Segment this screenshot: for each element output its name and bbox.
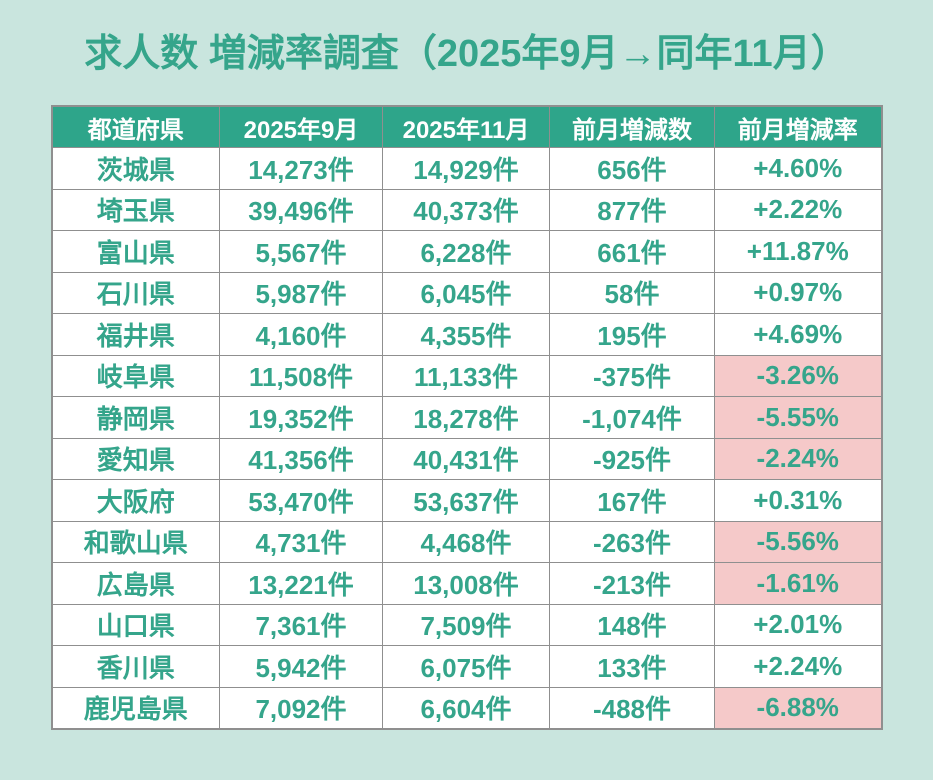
table-row: 広島県 13,221件 13,008件 -213件 -1.61% <box>51 562 882 605</box>
cell-rate: -1.61% <box>714 562 882 605</box>
cell-diff: 167件 <box>549 479 715 522</box>
column-header-nov-2025: 2025年11月 <box>382 105 550 148</box>
cell-nov: 14,929件 <box>382 147 550 190</box>
cell-prefecture: 広島県 <box>51 562 220 605</box>
cell-diff: -1,074件 <box>549 396 715 439</box>
cell-sep: 7,092件 <box>219 686 383 730</box>
cell-prefecture: 石川県 <box>51 271 220 314</box>
cell-sep: 5,987件 <box>219 271 383 314</box>
cell-nov: 40,373件 <box>382 188 550 231</box>
cell-nov: 6,075件 <box>382 645 550 688</box>
cell-diff: -375件 <box>549 354 715 397</box>
page: 求人数 増減率調査（2025年9月→同年11月） 都道府県 2025年9月 2025… <box>50 33 883 730</box>
cell-sep: 4,731件 <box>219 520 383 563</box>
cell-nov: 18,278件 <box>382 396 550 439</box>
table-row: 富山県 5,567件 6,228件 661件 +11.87% <box>51 230 882 273</box>
cell-diff: 656件 <box>549 147 715 190</box>
column-header-prefecture: 都道府県 <box>51 105 220 148</box>
cell-nov: 40,431件 <box>382 437 550 480</box>
cell-sep: 39,496件 <box>219 188 383 231</box>
cell-prefecture: 茨城県 <box>51 147 220 190</box>
cell-nov: 4,355件 <box>382 313 550 356</box>
cell-rate: +11.87% <box>714 230 882 273</box>
cell-sep: 11,508件 <box>219 354 383 397</box>
cell-rate: -5.55% <box>714 396 882 439</box>
table-row: 愛知県 41,356件 40,431件 -925件 -2.24% <box>51 437 882 480</box>
cell-prefecture: 静岡県 <box>51 396 220 439</box>
table-row: 大阪府 53,470件 53,637件 167件 +0.31% <box>51 479 882 522</box>
cell-sep: 41,356件 <box>219 437 383 480</box>
page-title: 求人数 増減率調査（2025年9月→同年11月） <box>84 33 849 75</box>
cell-sep: 13,221件 <box>219 562 383 605</box>
cell-rate: -3.26% <box>714 354 882 397</box>
cell-nov: 4,468件 <box>382 520 550 563</box>
cell-prefecture: 大阪府 <box>51 479 220 522</box>
cell-rate: +2.22% <box>714 188 882 231</box>
table-body: 茨城県 14,273件 14,929件 656件 +4.60% 埼玉県 39,496件 40,… <box>51 147 882 730</box>
cell-diff: -213件 <box>549 562 715 605</box>
cell-diff: -263件 <box>549 520 715 563</box>
cell-diff: 661件 <box>549 230 715 273</box>
table-row: 静岡県 19,352件 18,278件 -1,074件 -5.55% <box>51 396 882 439</box>
cell-sep: 19,352件 <box>219 396 383 439</box>
cell-nov: 6,045件 <box>382 271 550 314</box>
cell-sep: 7,361件 <box>219 603 383 646</box>
cell-sep: 4,160件 <box>219 313 383 356</box>
cell-nov: 11,133件 <box>382 354 550 397</box>
table-row: 茨城県 14,273件 14,929件 656件 +4.60% <box>51 147 882 190</box>
cell-rate: +2.24% <box>714 645 882 688</box>
cell-prefecture: 埼玉県 <box>51 188 220 231</box>
table-row: 埼玉県 39,496件 40,373件 877件 +2.22% <box>51 188 882 231</box>
column-header-change-count: 前月増減数 <box>549 105 715 148</box>
table-row: 和歌山県 4,731件 4,468件 -263件 -5.56% <box>51 520 882 563</box>
cell-rate: +0.31% <box>714 479 882 522</box>
cell-prefecture: 愛知県 <box>51 437 220 480</box>
cell-diff: -925件 <box>549 437 715 480</box>
cell-prefecture: 香川県 <box>51 645 220 688</box>
cell-prefecture: 和歌山県 <box>51 520 220 563</box>
cell-nov: 53,637件 <box>382 479 550 522</box>
cell-rate: +4.60% <box>714 147 882 190</box>
cell-diff: 148件 <box>549 603 715 646</box>
cell-nov: 6,228件 <box>382 230 550 273</box>
table-row: 福井県 4,160件 4,355件 195件 +4.69% <box>51 313 882 356</box>
cell-diff: 195件 <box>549 313 715 356</box>
cell-rate: +0.97% <box>714 271 882 314</box>
cell-prefecture: 福井県 <box>51 313 220 356</box>
cell-prefecture: 岐阜県 <box>51 354 220 397</box>
cell-sep: 5,567件 <box>219 230 383 273</box>
cell-diff: -488件 <box>549 686 715 730</box>
table-row: 山口県 7,361件 7,509件 148件 +2.01% <box>51 603 882 646</box>
cell-nov: 13,008件 <box>382 562 550 605</box>
cell-rate: +4.69% <box>714 313 882 356</box>
cell-diff: 58件 <box>549 271 715 314</box>
cell-rate: -2.24% <box>714 437 882 480</box>
table-row: 石川県 5,987件 6,045件 58件 +0.97% <box>51 271 882 314</box>
column-header-sep-2025: 2025年9月 <box>219 105 383 148</box>
table-row: 鹿児島県 7,092件 6,604件 -488件 -6.88% <box>51 686 882 730</box>
cell-sep: 5,942件 <box>219 645 383 688</box>
prefecture-jobs-table: 都道府県 2025年9月 2025年11月 前月増減数 前月増減率 茨城県 14,273件… <box>50 105 883 730</box>
cell-sep: 14,273件 <box>219 147 383 190</box>
table-header-row: 都道府県 2025年9月 2025年11月 前月増減数 前月増減率 <box>51 105 882 148</box>
cell-prefecture: 鹿児島県 <box>51 686 220 730</box>
table-header: 都道府県 2025年9月 2025年11月 前月増減数 前月増減率 <box>51 105 882 148</box>
cell-rate: -6.88% <box>714 686 882 730</box>
cell-nov: 6,604件 <box>382 686 550 730</box>
column-header-change-rate: 前月増減率 <box>714 105 882 148</box>
table-row: 香川県 5,942件 6,075件 133件 +2.24% <box>51 645 882 688</box>
cell-rate: +2.01% <box>714 603 882 646</box>
cell-prefecture: 山口県 <box>51 603 220 646</box>
cell-rate: -5.56% <box>714 520 882 563</box>
cell-prefecture: 富山県 <box>51 230 220 273</box>
cell-nov: 7,509件 <box>382 603 550 646</box>
cell-sep: 53,470件 <box>219 479 383 522</box>
table-row: 岐阜県 11,508件 11,133件 -375件 -3.26% <box>51 354 882 397</box>
cell-diff: 133件 <box>549 645 715 688</box>
cell-diff: 877件 <box>549 188 715 231</box>
